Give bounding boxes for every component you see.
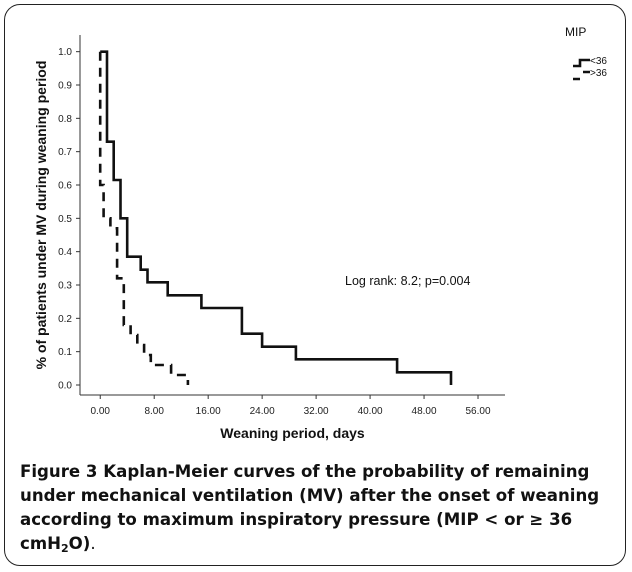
y-tick-label: 0.6 — [58, 181, 72, 192]
y-tick-label: 0.8 — [58, 114, 72, 125]
caption-text: Kaplan-Meier curves of the probability o… — [20, 462, 600, 553]
y-tick-label: 0.1 — [58, 347, 72, 358]
x-tick-label: 56.00 — [466, 406, 491, 417]
legend-label-lt36: <36 — [590, 56, 607, 67]
series-line-gt36 — [98, 51, 190, 385]
km-chart: 0.0 0.1 0.2 0.3 0.4 0.5 0.6 0.7 0.8 0.9 1.0 0.00 8.0… — [33, 25, 607, 441]
y-tick-label: 0.4 — [58, 247, 72, 258]
y-axis-title: % of patients under MV during weaning pe… — [33, 61, 49, 370]
log-rank-annotation: Log rank: 8.2; p=0.004 — [345, 274, 470, 288]
x-tick-label: 0.00 — [91, 406, 111, 417]
legend-swatch-lt36 — [573, 58, 590, 68]
x-tick-label: 16.00 — [196, 406, 221, 417]
y-tick-label: 0.5 — [58, 214, 72, 225]
y-tick-label: 0.9 — [58, 81, 72, 92]
legend-label-gt36: >36 — [590, 68, 607, 79]
x-tick-label: 24.00 — [250, 406, 275, 417]
series-line-lt36 — [100, 50, 453, 385]
caption-label: Figure 3 — [20, 462, 98, 481]
y-tick-label: 0.7 — [58, 147, 72, 158]
y-tick-label: 0.2 — [58, 314, 72, 325]
x-tick-label: 48.00 — [412, 406, 437, 417]
figure-caption: Figure 3 Kaplan-Meier curves of the prob… — [20, 460, 620, 561]
y-tick-label: 0.0 — [58, 381, 72, 392]
caption-subscript: 2 — [61, 542, 69, 555]
legend-swatch-gt36 — [573, 70, 590, 81]
x-tick-label: 32.00 — [304, 406, 329, 417]
legend-title: MIP — [565, 25, 586, 39]
caption-text-end: O) — [68, 534, 91, 553]
caption-period: . — [90, 534, 96, 553]
y-tick-label: 1.0 — [58, 47, 72, 58]
y-tick-label: 0.3 — [58, 281, 72, 292]
x-tick-label: 8.00 — [144, 406, 164, 417]
x-tick-label: 40.00 — [358, 406, 383, 417]
x-axis-title: Weaning period, days — [220, 425, 365, 441]
